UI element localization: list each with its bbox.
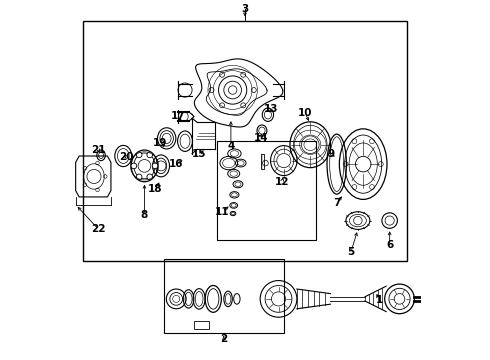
Text: 5: 5 [347, 247, 354, 257]
Text: 21: 21 [91, 145, 106, 155]
Text: 19: 19 [153, 138, 168, 148]
Circle shape [131, 163, 137, 169]
Text: 13: 13 [264, 104, 279, 114]
Circle shape [136, 174, 142, 180]
Bar [83, 21, 407, 261]
Circle shape [136, 152, 142, 158]
Bar [194, 321, 209, 329]
Text: 11: 11 [215, 207, 229, 217]
Text: 22: 22 [91, 224, 106, 234]
Text: 15: 15 [192, 149, 206, 158]
Text: 14: 14 [253, 133, 268, 143]
Text: 17: 17 [171, 112, 185, 121]
Circle shape [147, 174, 152, 180]
Circle shape [152, 163, 158, 169]
Text: 12: 12 [275, 177, 289, 187]
Bar [217, 141, 316, 240]
Text: 20: 20 [120, 152, 134, 162]
Circle shape [147, 152, 152, 158]
Text: 6: 6 [386, 240, 393, 250]
Text: 8: 8 [141, 210, 148, 220]
Text: 3: 3 [242, 4, 248, 14]
Text: 16: 16 [169, 159, 183, 169]
Text: 9: 9 [328, 149, 335, 158]
Bar [261, 153, 264, 170]
Text: 7: 7 [333, 198, 341, 208]
Text: 18: 18 [148, 184, 162, 194]
Text: 10: 10 [298, 108, 312, 118]
Text: 2: 2 [220, 334, 227, 345]
Bar [164, 259, 284, 333]
Text: 4: 4 [227, 141, 235, 152]
Text: 1: 1 [375, 295, 383, 305]
